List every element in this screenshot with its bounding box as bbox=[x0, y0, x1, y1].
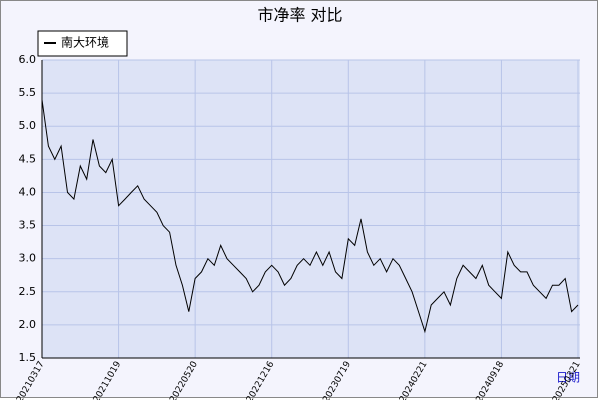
y-tick-label: 6.0 bbox=[19, 53, 37, 66]
plot-area bbox=[42, 60, 580, 358]
x-axis-label: 日期 bbox=[556, 371, 580, 385]
y-tick-label: 2.5 bbox=[19, 285, 37, 298]
y-tick-label: 1.5 bbox=[19, 351, 37, 364]
y-tick-label: 4.5 bbox=[19, 152, 37, 165]
series-line bbox=[41, 99, 579, 334]
y-tick-label: 4.0 bbox=[19, 185, 37, 198]
y-tick-label: 3.0 bbox=[19, 252, 37, 265]
y-tick-label: 5.0 bbox=[19, 119, 37, 132]
chart-title: 市净率 对比 bbox=[257, 6, 342, 25]
y-tick-label: 5.5 bbox=[19, 86, 37, 99]
legend-label: 南大环境 bbox=[61, 35, 109, 50]
y-tick-label: 3.5 bbox=[19, 219, 37, 232]
y-tick-label: 2.0 bbox=[19, 318, 37, 331]
